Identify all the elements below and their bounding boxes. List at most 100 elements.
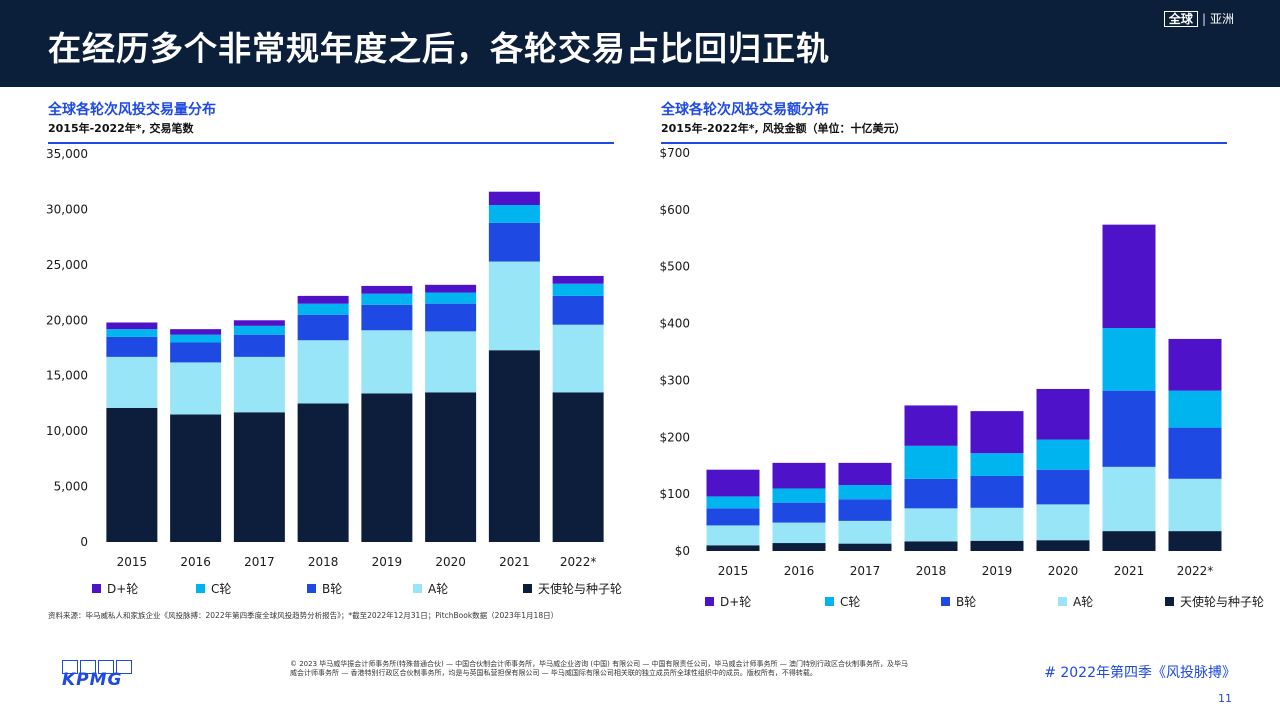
header-bar: 在经历多个非常规年度之后，各轮交易占比回归正轨 全球 | 亚洲 <box>0 0 1280 87</box>
deal-count-bar-segment <box>233 325 285 335</box>
deal-count-bar-segment <box>552 275 604 284</box>
deal-count-bar-segment <box>297 295 349 304</box>
deal-value-chart-header: 全球各轮次风投交易额分布 2015年-2022年*, 风投金额（单位：十亿美元） <box>661 99 1227 144</box>
deal-count-ytick-label: 0 <box>80 535 88 549</box>
deal-value-bar-segment <box>706 496 760 509</box>
deal-value-bar-segment <box>970 453 1024 476</box>
deal-value-legend-label: D+轮 <box>720 595 752 609</box>
deal-count-bar-segment <box>233 412 285 542</box>
deal-value-ytick-label: $300 <box>659 373 690 387</box>
deal-value-bar-segment <box>838 485 892 500</box>
deal-value-ytick-label: $700 <box>659 146 690 160</box>
deal-value-legend-label: C轮 <box>840 595 861 609</box>
deal-value-chart-subtitle: 2015年-2022年*, 风投金额（单位：十亿美元） <box>661 122 906 135</box>
deal-value-bar-segment <box>1168 478 1222 532</box>
deal-value-bar-segment <box>904 541 958 551</box>
deal-count-bar-segment <box>425 303 477 332</box>
deal-count-bar-segment <box>361 285 413 294</box>
deal-value-chart-title: 全球各轮次风投交易额分布 <box>661 102 829 118</box>
deal-value-bar-segment <box>970 475 1024 508</box>
deal-value-bar-segment <box>970 540 1024 551</box>
deal-value-bar-segment <box>1036 540 1090 551</box>
deal-count-legend-swatch <box>523 584 532 593</box>
deal-count-category-label: 2022* <box>560 555 597 569</box>
deal-value-bar-segment <box>838 543 892 551</box>
deal-count-category-label: 2017 <box>244 555 275 569</box>
deal-count-legend-label: D+轮 <box>107 582 139 596</box>
deal-value-legend-swatch <box>1165 597 1174 606</box>
deal-count-bar-segment <box>297 314 349 341</box>
deal-value-bar-segment <box>772 522 826 544</box>
deal-value-bar-segment <box>1102 328 1156 391</box>
deal-count-bar-segment <box>488 261 540 351</box>
deal-count-legend-item: A轮 <box>413 580 523 597</box>
deal-count-ytick-label: 30,000 <box>46 202 88 216</box>
deal-count-legend-swatch <box>413 584 422 593</box>
deal-count-bar-segment <box>361 304 413 331</box>
deal-count-category-label: 2018 <box>308 555 339 569</box>
deal-count-bar-segment <box>488 222 540 262</box>
deal-count-legend-item: C轮 <box>196 580 307 597</box>
deal-count-legend-swatch <box>307 584 316 593</box>
deal-value-bar-segment <box>1102 224 1156 329</box>
copyright-note: © 2023 毕马威华振会计师事务所(特殊普通合伙) — 中国合伙制会计师事务所… <box>290 660 908 677</box>
deal-count-bar-segment <box>552 392 604 542</box>
deal-value-category-label: 2022* <box>1177 564 1214 578</box>
deal-value-category-label: 2015 <box>718 564 749 578</box>
deal-count-bar-segment <box>233 356 285 413</box>
deal-count-legend-item: 天使轮与种子轮 <box>523 580 622 597</box>
deal-value-bar-segment <box>772 462 826 489</box>
deal-count-bar-segment <box>361 293 413 305</box>
deal-value-bar-segment <box>1168 531 1222 551</box>
deal-value-legend-item: C轮 <box>825 593 941 610</box>
deal-value-ytick-label: $200 <box>659 430 690 444</box>
deal-value-bar-segment <box>838 499 892 521</box>
deal-count-legend-item: B轮 <box>307 580 413 597</box>
deal-count-category-label: 2020 <box>435 555 466 569</box>
deal-count-bar-segment <box>425 331 477 393</box>
deal-count-ytick-label: 15,000 <box>46 369 88 383</box>
deal-value-bar-segment <box>1102 466 1156 532</box>
deal-value-ytick-label: $400 <box>659 317 690 331</box>
deal-count-legend-swatch <box>196 584 205 593</box>
deal-count-ytick-label: 5,000 <box>54 480 88 494</box>
deal-value-category-label: 2016 <box>784 564 815 578</box>
deal-count-bar-segment <box>488 191 540 205</box>
deal-value-legend-item: B轮 <box>941 593 1058 610</box>
deal-count-ytick-label: 10,000 <box>46 424 88 438</box>
deal-value-category-label: 2017 <box>850 564 881 578</box>
deal-value-legend-label: B轮 <box>956 595 977 609</box>
deal-count-bar-segment <box>106 322 158 330</box>
deal-count-legend: D+轮 C轮 B轮 A轮 天使轮与种子轮 <box>92 580 622 597</box>
deal-count-legend-label: 天使轮与种子轮 <box>538 582 623 596</box>
deal-count-bar-segment <box>425 292 477 304</box>
deal-value-bar-segment <box>706 508 760 526</box>
page-title: 在经历多个非常规年度之后，各轮交易占比回归正轨 <box>48 29 830 68</box>
deal-count-bar-segment <box>106 407 158 542</box>
deal-value-legend: D+轮 C轮 B轮 A轮 天使轮与种子轮 <box>705 593 1264 610</box>
deal-count-bar-segment <box>361 330 413 394</box>
deal-value-legend-item: 天使轮与种子轮 <box>1165 593 1264 610</box>
deal-value-chart-divider <box>661 142 1227 144</box>
kpmg-logo-text: KPMG <box>62 670 123 690</box>
deal-count-category-label: 2021 <box>499 555 530 569</box>
deal-value-category-label: 2018 <box>916 564 947 578</box>
deal-value-category-label: 2019 <box>982 564 1013 578</box>
deal-count-bar-segment <box>552 283 604 296</box>
deal-count-chart-header: 全球各轮次风投交易量分布 2015年-2022年*, 交易笔数 <box>48 99 614 144</box>
deal-count-bar-segment <box>488 204 540 223</box>
deal-value-legend-label: A轮 <box>1073 595 1094 609</box>
deal-value-ytick-label: $500 <box>659 260 690 274</box>
deal-count-bar-segment <box>361 393 413 542</box>
deal-value-legend-label: 天使轮与种子轮 <box>1180 595 1265 609</box>
deal-value-bar-segment <box>772 488 826 503</box>
kpmg-logo: KPMG <box>62 660 132 690</box>
deal-value-bar-segment <box>970 411 1024 454</box>
deal-count-legend-swatch <box>92 584 101 593</box>
deal-value-bar-segment <box>1102 531 1156 551</box>
deal-value-bar-segment <box>1036 439 1090 470</box>
deal-count-bar-segment <box>552 324 604 393</box>
deal-count-bar-segment <box>170 414 222 542</box>
